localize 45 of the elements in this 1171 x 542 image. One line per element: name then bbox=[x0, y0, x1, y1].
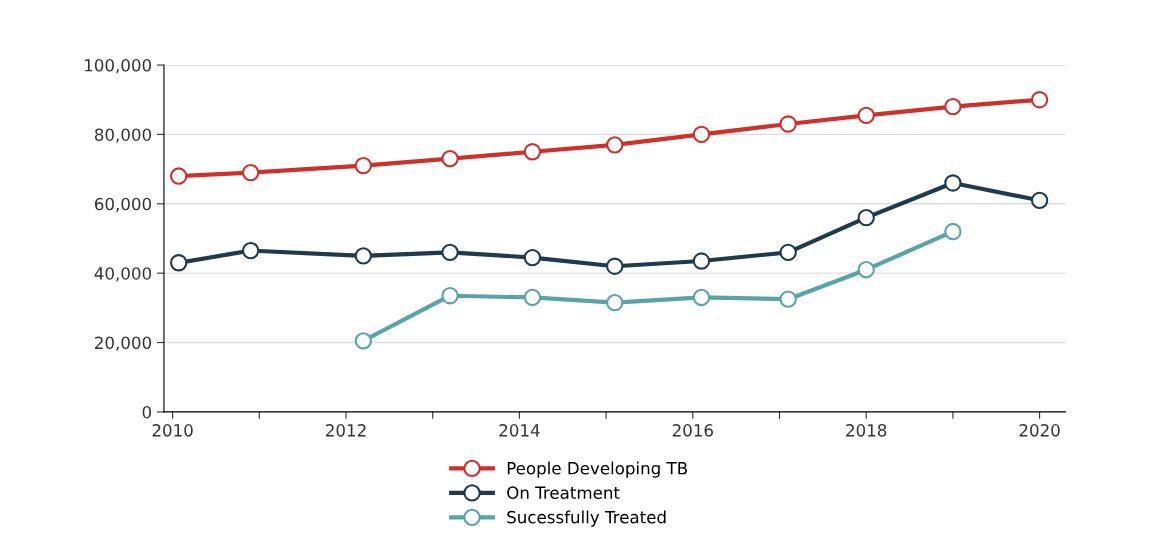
x-tick-label: 2020 bbox=[1019, 424, 1060, 437]
point bbox=[441, 150, 459, 168]
y-tick-label: 20,000 bbox=[95, 336, 152, 351]
point bbox=[857, 106, 875, 125]
point bbox=[170, 254, 188, 272]
point bbox=[692, 125, 711, 144]
y-tick-label: 40,000 bbox=[94, 267, 152, 282]
point bbox=[1030, 191, 1049, 209]
point bbox=[857, 208, 875, 227]
legend-label: On Treatment bbox=[507, 486, 620, 499]
x-tick-label: 2010 bbox=[152, 424, 193, 437]
x-tick-label: 2014 bbox=[499, 424, 540, 437]
x-tick-label: 2018 bbox=[846, 424, 887, 437]
point bbox=[606, 293, 624, 312]
point bbox=[692, 252, 711, 270]
point bbox=[170, 167, 188, 185]
x-tick-label: 2012 bbox=[326, 424, 366, 437]
point bbox=[857, 261, 875, 279]
point bbox=[441, 243, 459, 262]
point bbox=[523, 143, 542, 161]
point bbox=[523, 248, 542, 267]
point bbox=[241, 241, 260, 260]
y-tick-label: 0 bbox=[142, 405, 152, 419]
point bbox=[606, 136, 624, 154]
point bbox=[354, 247, 373, 265]
y-tick-label: 60,000 bbox=[94, 197, 152, 213]
point bbox=[441, 287, 459, 305]
legend-label: Sucessfully Treated bbox=[507, 510, 666, 527]
y-tick-label: 80,000 bbox=[94, 128, 152, 143]
point bbox=[354, 156, 373, 175]
point bbox=[354, 332, 373, 350]
point bbox=[779, 115, 797, 133]
point bbox=[1030, 91, 1049, 109]
point bbox=[944, 97, 962, 116]
y-tick-label: 100,000 bbox=[85, 59, 152, 74]
x-tick-label: 2016 bbox=[672, 424, 713, 437]
point bbox=[779, 243, 797, 262]
point bbox=[241, 163, 260, 182]
point bbox=[779, 290, 797, 308]
point bbox=[944, 222, 962, 241]
point bbox=[692, 288, 711, 307]
point bbox=[944, 174, 962, 192]
point bbox=[523, 288, 542, 307]
point bbox=[606, 257, 624, 275]
legend-label: People Developing TB bbox=[507, 461, 687, 478]
